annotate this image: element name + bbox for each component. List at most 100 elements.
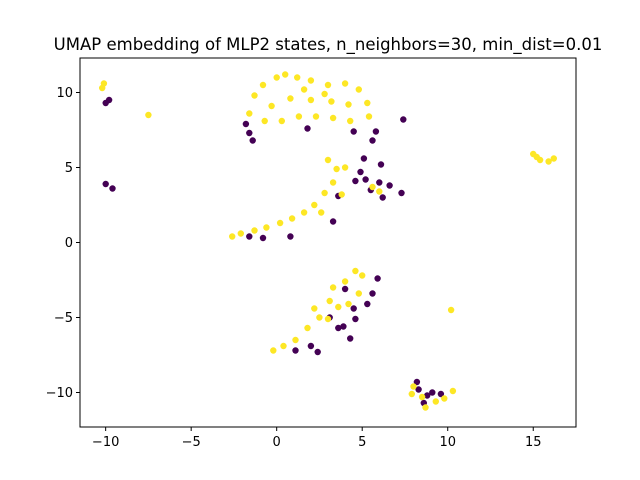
point-class_0 (242, 120, 250, 128)
point-class_1 (359, 272, 366, 279)
point-class_1 (288, 215, 296, 222)
point-class_1 (263, 224, 270, 231)
point-class_1 (295, 113, 303, 120)
point-class_1 (321, 90, 328, 98)
point-class_1 (345, 300, 352, 308)
point-class_0 (424, 392, 431, 399)
point-class_1 (300, 86, 308, 93)
point-class_1 (326, 297, 333, 305)
point-class_0 (429, 389, 436, 396)
point-class_1 (251, 92, 258, 99)
point-class_1 (449, 387, 457, 395)
points-layer (99, 71, 557, 411)
point-class_0 (307, 342, 315, 350)
point-class_1 (364, 99, 371, 107)
y-tick-label: −5 (54, 311, 73, 326)
point-class_1 (287, 95, 294, 102)
point-class_0 (362, 176, 369, 183)
point-class_0 (314, 348, 321, 356)
point-class_0 (400, 116, 407, 123)
point-class_1 (145, 111, 152, 119)
x-tick-label: 0 (273, 435, 281, 450)
point-class_0 (341, 285, 349, 293)
point-class_1 (246, 110, 253, 117)
point-class_1 (329, 179, 337, 186)
point-class_0 (369, 290, 376, 297)
point-class_0 (340, 323, 347, 330)
y-tick-label: 0 (65, 236, 73, 251)
point-class_1 (447, 306, 455, 314)
point-class_1 (341, 278, 349, 285)
point-class_1 (307, 96, 315, 104)
point-class_1 (276, 219, 284, 227)
point-class_0 (259, 234, 267, 242)
point-class_0 (347, 335, 354, 342)
point-class_0 (369, 137, 376, 144)
point-class_0 (374, 275, 381, 282)
point-class_1 (273, 74, 280, 81)
point-class_1 (229, 233, 236, 240)
point-class_0 (352, 315, 359, 323)
point-class_0 (304, 125, 311, 132)
point-class_0 (246, 233, 253, 240)
point-class_0 (109, 185, 116, 192)
point-class_1 (312, 113, 320, 120)
point-class_1 (268, 102, 275, 110)
point-class_1 (280, 342, 287, 350)
point-class_0 (350, 305, 357, 312)
point-class_1 (307, 77, 315, 84)
point-class_1 (376, 188, 383, 195)
point-class_1 (352, 267, 359, 275)
point-class_1 (261, 117, 268, 125)
point-class_0 (287, 233, 294, 240)
y-axis: −10 −5 0 5 10 (46, 86, 80, 401)
point-class_0 (249, 137, 256, 144)
point-class_1 (328, 98, 335, 105)
axes-frame (79, 57, 577, 428)
point-class_0 (360, 155, 368, 162)
point-class_0 (335, 324, 342, 332)
point-class_0 (102, 180, 109, 188)
point-class_1 (333, 165, 340, 173)
point-class_1 (422, 404, 429, 411)
point-class_0 (377, 161, 385, 168)
point-class_1 (341, 80, 349, 87)
point-class_1 (321, 189, 328, 197)
point-class_0 (415, 386, 422, 393)
point-class_1 (237, 230, 244, 237)
point-class_0 (292, 347, 299, 354)
point-class_1 (282, 71, 289, 78)
point-class_0 (105, 96, 113, 104)
point-class_1 (324, 81, 332, 89)
point-class_1 (408, 390, 415, 398)
point-class_1 (418, 393, 426, 401)
point-class_1 (311, 201, 318, 209)
point-class_0 (357, 168, 364, 176)
point-class_1 (304, 324, 311, 332)
x-tick-label: 15 (525, 435, 542, 450)
point-class_0 (352, 177, 359, 185)
point-class_1 (347, 117, 354, 125)
y-tick-label: 10 (56, 86, 73, 101)
point-class_1 (294, 74, 301, 81)
point-class_1 (365, 113, 373, 120)
x-tick-label: −10 (92, 435, 119, 450)
point-class_1 (324, 156, 332, 164)
x-axis: −10 −5 0 5 10 15 (92, 427, 542, 450)
point-class_1 (545, 158, 552, 165)
point-class_1 (432, 398, 439, 405)
point-class_1 (329, 284, 337, 291)
point-class_1 (99, 84, 106, 92)
point-class_1 (324, 315, 332, 323)
point-class_1 (410, 383, 417, 390)
point-class_1 (338, 191, 345, 198)
y-tick-label: 5 (65, 161, 73, 176)
point-class_1 (311, 305, 318, 312)
point-class_1 (278, 117, 285, 125)
point-class_1 (341, 164, 349, 171)
point-class_0 (376, 179, 383, 186)
point-class_1 (251, 227, 258, 234)
point-class_1 (329, 114, 337, 122)
point-class_1 (316, 314, 323, 321)
